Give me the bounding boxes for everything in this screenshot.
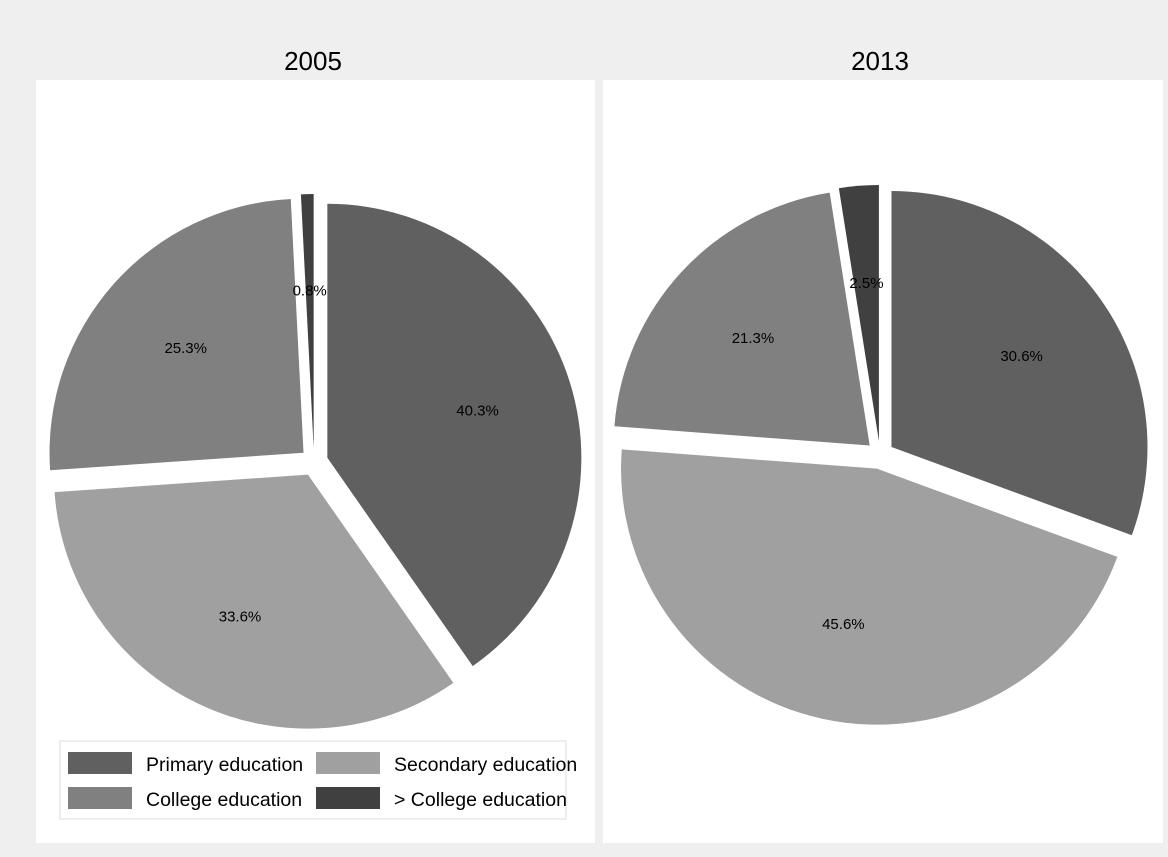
panel-2013-slice-labels: 30.6% 45.6% 21.3% 2.5% (732, 275, 1043, 633)
legend-item-secondary: Secondary education (316, 752, 577, 776)
legend: Primary education Secondary education Co… (59, 740, 577, 820)
pie-slice-2013-college (614, 192, 870, 446)
panel-2005-title: 2005 (284, 46, 342, 76)
legend-swatch-secondary (316, 752, 380, 774)
pie-slice-2005-primary (327, 203, 582, 667)
panel-2013: 2013 30.6% 45.6% 21.3% 2.5% (603, 46, 1163, 843)
pie-slice-2005-college (49, 199, 304, 471)
legend-box (59, 740, 567, 820)
legend-item-above-college: > College education (316, 787, 567, 811)
legend-item-primary: Primary education (68, 752, 303, 776)
panel-2005-slice-labels: 40.3% 33.6% 25.3% 0.8% (164, 283, 498, 626)
slice-label-2013-above-college: 2.5% (849, 275, 883, 292)
panel-2013-title: 2013 (851, 46, 909, 76)
pie-slice-2005-secondary (54, 474, 454, 729)
panel-2005-slices (49, 194, 582, 729)
pie-slice-2013-secondary (621, 449, 1118, 725)
slice-label-2013-primary: 30.6% (1000, 348, 1043, 365)
slice-label-2005-above-college: 0.8% (293, 283, 327, 300)
legend-swatch-above-college (316, 787, 380, 809)
slice-label-2013-college: 21.3% (732, 330, 775, 347)
legend-label-above-college: > College education (394, 789, 567, 811)
panel-2013-slices (614, 185, 1148, 725)
legend-item-college: College education (68, 787, 302, 811)
pie-slice-2013-primary (891, 190, 1148, 536)
slice-label-2013-secondary: 45.6% (822, 616, 865, 633)
legend-swatch-college (68, 787, 132, 809)
legend-swatch-primary (68, 752, 132, 774)
legend-label-college: College education (146, 789, 302, 811)
slice-label-2005-secondary: 33.6% (219, 609, 262, 626)
pie-slice-2005-above-college (300, 194, 314, 449)
legend-label-secondary: Secondary education (394, 754, 577, 776)
slice-label-2005-college: 25.3% (164, 340, 207, 357)
pie-slice-2013-above-college (838, 185, 879, 442)
panel-2005: 2005 40.3% 33.6% 25.3% 0.8% (36, 46, 595, 843)
legend-label-primary: Primary education (146, 754, 303, 776)
slice-label-2005-primary: 40.3% (456, 403, 499, 420)
